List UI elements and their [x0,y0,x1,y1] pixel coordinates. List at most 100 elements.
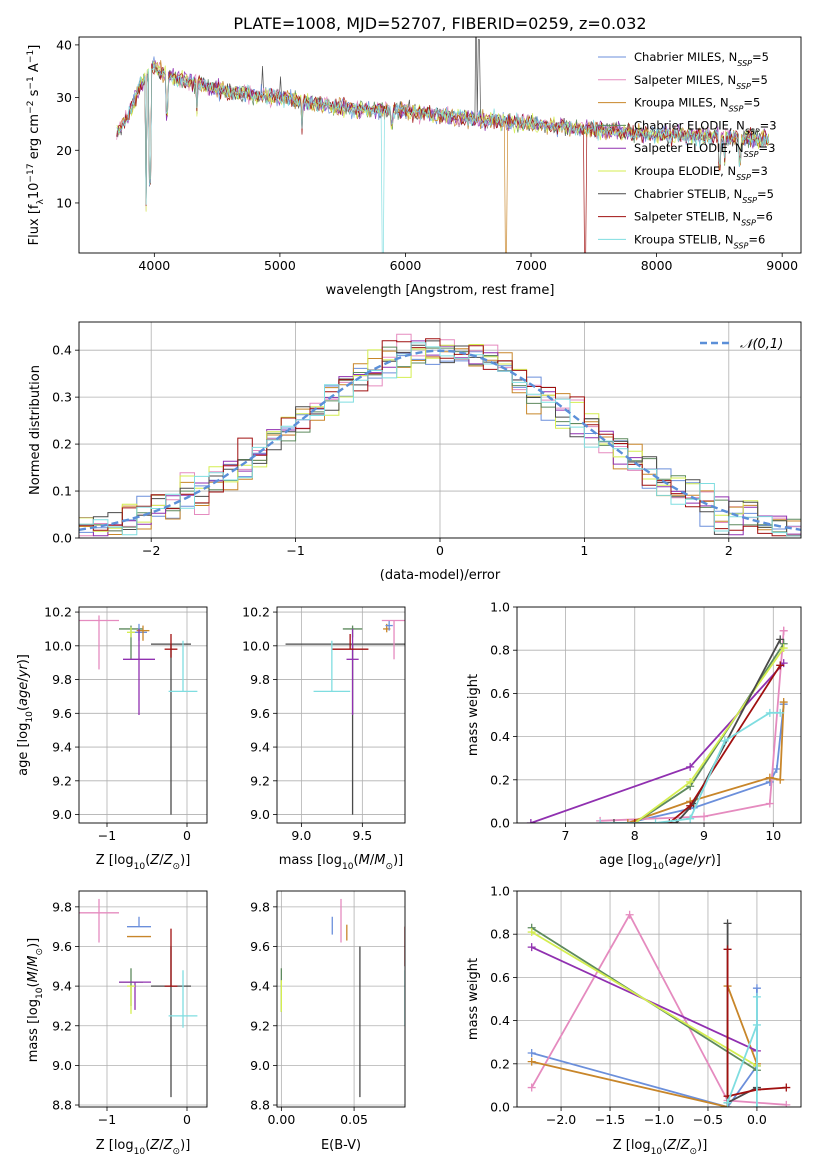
data-marker [651,819,660,823]
data-marker [527,1049,536,1057]
x-tick-label: 7 [562,828,570,843]
data-marker [686,814,695,823]
legend-entry-label: Salpeter ELODIE, NSSP=3 [634,141,775,159]
x-tick-label: 0 [436,543,444,558]
x-axis-label: mass [log10(M/M⊙)] [279,853,403,872]
data-marker [752,1103,761,1107]
y-tick-label: 9.4 [250,979,270,994]
y-tick-label: 9.0 [250,807,270,822]
y-tick-label: 1.0 [490,884,510,899]
data-marker [700,812,709,821]
residuals-plot-area [79,322,801,538]
series-line [530,662,785,823]
mass-vs-Z-plot-area [79,891,207,1107]
x-tick-label: 4000 [138,258,170,273]
x-tick-label: −2 [142,543,160,558]
data-marker [686,801,695,810]
data-marker [752,984,761,993]
series-line [726,923,758,1105]
data-marker [752,992,761,1001]
y-tick-label: 9.8 [52,899,72,914]
y-tick-label: 9.6 [52,706,72,721]
spectrum-frame [78,36,802,254]
data-marker [527,928,536,937]
y-tick-label: 0.2 [490,1056,510,1071]
age-vs-mass-plot-area [277,607,405,823]
series-line [531,931,758,1067]
age-vs-mass-frame [276,606,406,824]
x-tick-label: 9000 [766,258,798,273]
legend-entry-label: Chabrier MILES, NSSP=5 [634,50,769,68]
mass-weight-vs-Z-plot-area [517,891,801,1107]
y-tick-label: 9.0 [52,807,72,822]
figure-title: PLATE=1008, MJD=52707, FIBERID=0259, z=0… [233,14,646,33]
x-tick-label: 9.5 [352,828,372,843]
x-axis-label: (data-model)/error [380,568,501,583]
y-tick-label: 9.2 [250,773,270,788]
x-axis-label: Z [log10(Z/Z⊙)] [96,1138,191,1157]
y-axis-label: age [log10(age/yr)] [16,654,35,776]
x-tick-label: 8000 [641,258,673,273]
y-axis-label: mass [log10(M/M⊙)] [26,938,45,1062]
mass-weight-vs-Z-frame [516,890,802,1108]
y-tick-label: 0.8 [490,927,510,942]
spectrum-line [116,64,770,253]
y-tick-label: 9.2 [52,773,72,788]
x-tick-label: 0.0 [747,1112,767,1127]
x-tick-label: 6000 [390,258,422,273]
mass-vs-ebv-plot-area [277,891,405,1107]
y-tick-label: 9.0 [250,1058,270,1073]
y-axis-label: Normed distribution [28,365,43,495]
legend-entry-label: Salpeter MILES, NSSP=5 [634,73,768,91]
y-tick-label: 0.8 [490,643,510,658]
x-tick-label: −1.0 [644,1112,674,1127]
legend-entry-label: Kroupa STELIB, NSSP=6 [634,232,765,250]
data-marker [776,708,785,717]
y-tick-label: 9.8 [250,899,270,914]
y-tick-label: 0.2 [52,437,72,452]
y-tick-label: 0.0 [490,1100,510,1115]
y-tick-label: 0.0 [52,531,72,546]
data-marker [765,799,774,808]
x-tick-label: 5000 [264,258,296,273]
x-axis-label: Z [log10(Z/Z⊙)] [96,853,191,872]
spectrum-line [116,63,769,253]
x-tick-label: 0.00 [267,1112,295,1127]
y-tick-label: 9.4 [52,979,72,994]
data-marker [527,943,536,952]
data-marker [776,635,785,644]
x-tick-label: −1 [98,828,116,843]
y-tick-label: 9.0 [52,1058,72,1073]
age-vs-Z-frame [78,606,208,824]
data-marker [665,819,674,823]
data-marker [782,1083,791,1092]
spectrum-plot-area [116,37,770,253]
x-axis-label: wavelength [Angstrom, rest frame] [326,283,555,298]
y-tick-label: 9.6 [52,939,72,954]
x-tick-label: 8 [631,828,639,843]
y-tick-label: 8.8 [250,1098,270,1113]
legend-entry-label: Kroupa ELODIE, NSSP=3 [634,164,768,182]
y-tick-label: 9.6 [250,939,270,954]
data-marker [776,661,785,670]
data-marker [765,773,774,782]
y-tick-label: 0.2 [490,772,510,787]
x-tick-label: 9.0 [291,828,311,843]
x-tick-label: 0.05 [340,1112,368,1127]
y-tick-label: 20 [56,143,72,158]
y-tick-label: 30 [56,90,72,105]
series-line [634,664,781,823]
x-axis-label: Z [log10(Z/Z⊙)] [613,1138,708,1157]
data-marker [720,736,729,745]
x-tick-label: −2.0 [546,1112,576,1127]
x-axis-label: E(B-V) [321,1138,361,1153]
y-tick-label: 9.8 [250,672,270,687]
y-axis-label: Flux [fλ10−17 erg cm−2 s−1 A−1] [26,45,46,246]
mass-vs-ebv-frame [276,890,406,1108]
residuals-frame [78,321,802,539]
data-marker [782,1100,791,1107]
x-tick-label: 1 [580,543,588,558]
y-tick-label: 0.1 [52,484,72,499]
x-tick-label: 9 [700,828,708,843]
